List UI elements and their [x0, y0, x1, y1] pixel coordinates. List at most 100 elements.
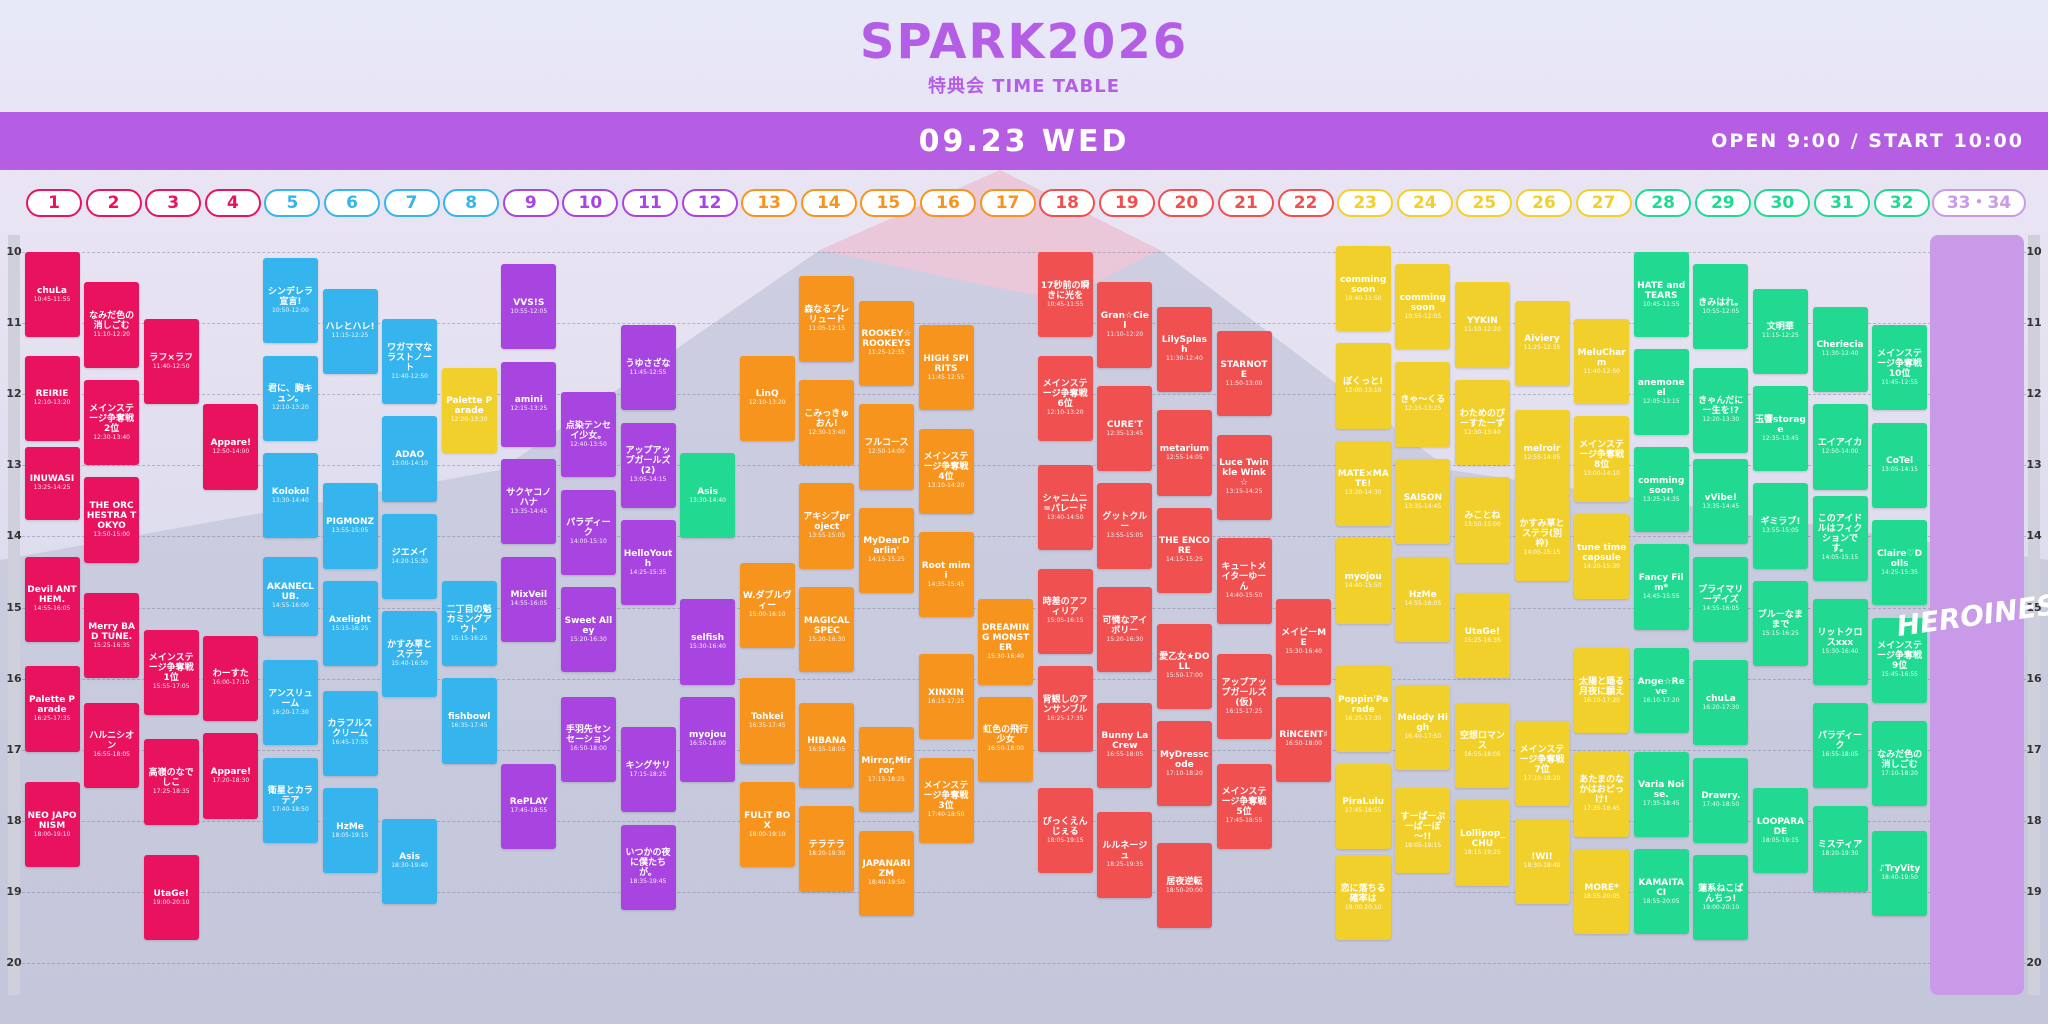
slot-time: 18:30-19:40: [1523, 862, 1561, 870]
slot-time: 17:40-18:50: [927, 811, 965, 819]
slot-time: 11:05-12:15: [808, 325, 846, 332]
slot: 虹色の飛行少女 16:50-18:00: [978, 696, 1034, 782]
artist-name: メインステージ争奪戦 10位: [1877, 348, 1922, 379]
slot: きゃんだにー生を!? 12:20-13:30: [1693, 367, 1749, 454]
slot: このアイドルはフィクションです。 14:05-15:15: [1812, 495, 1868, 581]
artist-name: CURE'T: [1106, 419, 1143, 430]
artist-name: 森なるプレリュード: [804, 305, 850, 325]
artist-name: THE ENCORE: [1158, 536, 1210, 557]
column-number: 15: [860, 189, 917, 217]
slot: Mirror,Mirror 17:15-18:25: [858, 727, 914, 813]
slot: JAPANARIZM 18:40-19:50: [858, 830, 914, 916]
slot: なみだ色の消しごむ 11:10-12:20: [84, 282, 140, 368]
artist-name: ぽくっと!: [1343, 377, 1384, 388]
slot: Luce Twinkle Wink☆ 13:15-14:25: [1216, 434, 1272, 521]
slot-time: 17:40-18:50: [1702, 801, 1740, 809]
slot: metarium 12:55-14:05: [1156, 410, 1212, 496]
artist-name: Luce Twinkle Wink☆: [1219, 458, 1269, 489]
artist-name: Melody High: [1397, 713, 1448, 734]
slot-time: 18:20-19:30: [808, 849, 846, 857]
hour-label: 12: [6, 387, 22, 401]
artist-name: FULiT BOX: [744, 810, 791, 831]
slot: Palette Parade 16:25-17:35: [24, 666, 80, 752]
slot-time: 18:05-19:15: [1046, 836, 1084, 844]
slot-time: 16:20-17:30: [1702, 703, 1740, 711]
slot: HzMe 14:55-16:05: [1395, 556, 1451, 642]
slot-time: 13:55-15:05: [1762, 527, 1799, 535]
artist-name: Appare!: [210, 437, 252, 448]
artist-name: amini: [514, 395, 543, 406]
artist-name: ハルニシオン: [89, 731, 135, 752]
slot-time: 16:45-17:55: [331, 739, 369, 747]
slot: カラフルスクリーム 16:45-17:55: [322, 690, 378, 776]
slot-time: 15:40-16:50: [391, 660, 428, 668]
slot-time: 18:20-19:30: [1821, 849, 1859, 857]
slot-time: 11:25-12:35: [868, 349, 905, 357]
slot-time: 12:40-13:50: [570, 440, 607, 448]
slot-time: 18:35-19:45: [629, 878, 667, 886]
slot: 空想ロマンス 16:55-18:05: [1454, 702, 1510, 789]
slot-time: 14:55-16:05: [1702, 605, 1740, 613]
slot-time: 12:20-13:30: [450, 416, 488, 424]
slot: フルコース 12:50-14:00: [858, 404, 914, 490]
slot-time: 16:25-17:35: [1046, 714, 1084, 722]
slot-time: 12:00-13:10: [1344, 387, 1382, 395]
artist-name: Asis: [697, 486, 718, 497]
artist-name: カラフルスクリーム: [327, 719, 373, 740]
slot: ROOKEY☆ROOKEYS 11:25-12:35: [858, 300, 914, 386]
slot: メインステージ争奪戦 4位 13:10-14:20: [918, 428, 974, 514]
slot-time: 15:20-16:30: [1106, 635, 1144, 643]
slot-time: 13:35-14:45: [1404, 502, 1442, 510]
slot: DREAMING MONSTER 15:30-16:40: [978, 599, 1034, 685]
slot: サクヤコノハナ 13:35-14:45: [501, 459, 557, 545]
slot: THE ENCORE 14:15-15:25: [1156, 507, 1212, 594]
slot: LOOPARADE 18:05-19:15: [1752, 788, 1808, 874]
slot: XINXIN 16:15-17:25: [918, 654, 974, 740]
column-number: 18: [1039, 189, 1096, 217]
slot-time: 18:25-19:35: [1106, 861, 1144, 869]
slot: MixVeil 14:55-16:05: [501, 556, 557, 642]
artist-name: こみっきゅおん!: [804, 408, 850, 429]
artist-name: KAMAITACI: [1638, 877, 1684, 898]
slot-time: 13:55-15:05: [808, 532, 846, 540]
slot: NEO JAPONISM 18:00-19:10: [24, 781, 80, 868]
slot: キングサリ 17:15-18:25: [620, 727, 676, 813]
slot-time: 14:15-15:25: [868, 556, 905, 564]
slot: chuLa 10:45-11:55: [24, 252, 80, 338]
slot-time: 10:50-12:00: [272, 306, 309, 314]
artist-name: SAISON: [1403, 492, 1443, 503]
slot-time: 15:25-16:35: [1464, 636, 1501, 644]
artist-name: このアイドルはフィクションです。: [1817, 514, 1863, 555]
slot: Gran☆Ciel 11:10-12:20: [1097, 282, 1153, 368]
artist-name: YYKIN: [1466, 316, 1498, 327]
artist-name: melroir: [1523, 444, 1561, 455]
artist-name: パラディーク: [566, 518, 611, 539]
artist-name: Mirror,Mirror: [861, 755, 912, 776]
artist-name: 衛星とカラテア: [267, 786, 313, 807]
artist-name: グットクルー: [1102, 512, 1148, 533]
column-number: 3: [145, 189, 202, 217]
slot: Asis 13:30-14:40: [680, 453, 736, 539]
slot-time: 17:20-18:30: [212, 776, 250, 784]
slot-time: 18:05-19:15: [1762, 836, 1799, 844]
artist-name: Axelight: [328, 614, 372, 625]
slot: ルルネージュ 18:25-19:35: [1097, 812, 1153, 898]
slot-time: 12:10-13:20: [33, 399, 71, 407]
slot: 太陽と踊る月夜に願え 16:10-17:20: [1574, 647, 1630, 734]
artist-name: NEO JAPONISM: [27, 810, 77, 831]
artist-name: いつかの夜に僕たちが。: [625, 848, 671, 879]
artist-name: MeluCharm: [1577, 347, 1626, 368]
slot-time: 18:00-19:10: [748, 830, 786, 838]
slot: アンスリューム 16:20-17:30: [262, 660, 318, 746]
artist-name: Aiviery: [1524, 334, 1560, 345]
slot: Sweet Alley 15:20-16:30: [560, 587, 616, 673]
slot-time: 12:15-13:25: [1404, 405, 1442, 413]
slot: YYKIN 11:10-12:20: [1454, 282, 1510, 368]
slot: INUWASI 13:25-14:25: [24, 446, 80, 521]
slot-time: 11:40-12:50: [152, 362, 190, 370]
artist-name: あたまのなかはおピっけ!: [1579, 775, 1624, 806]
slot: 二丁目の魁カミングアウト 15:15-16:25: [441, 580, 497, 667]
slot-time: 17:45-18:55: [1344, 807, 1382, 815]
slot-time: 15:55-17:05: [152, 683, 190, 691]
column-number: 28: [1635, 189, 1692, 217]
